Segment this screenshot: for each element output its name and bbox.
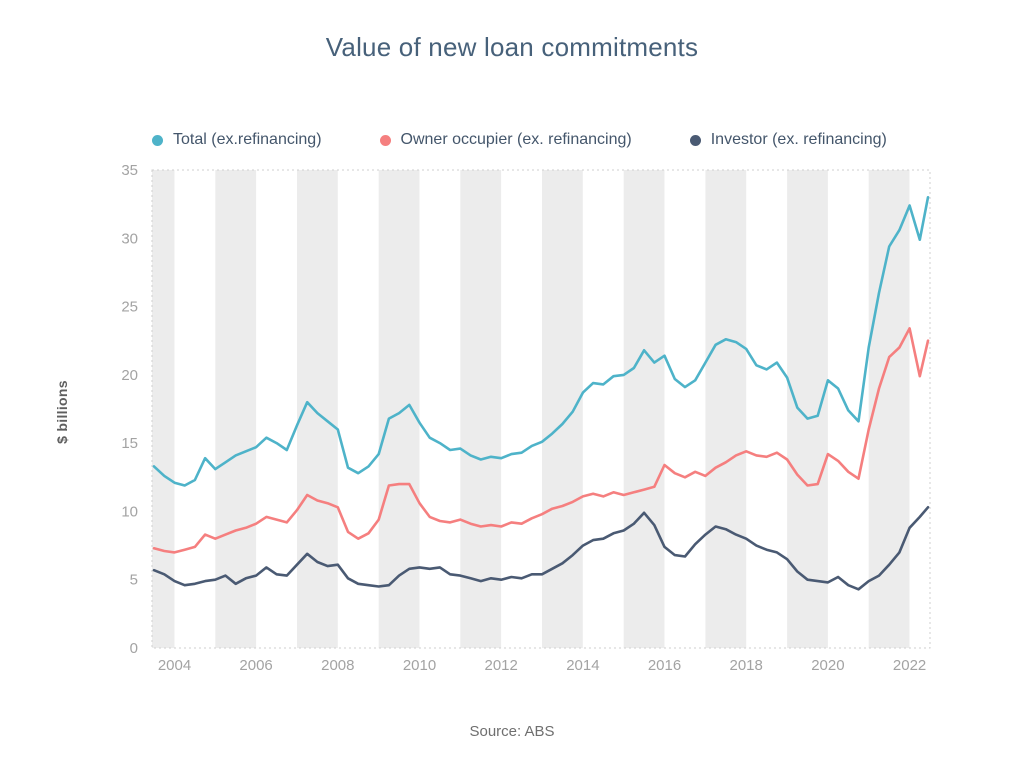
x-axis-ticks: 2004 2006 2008 2010 2012 2014 2016 2018 2020 2022 — [158, 657, 926, 674]
x-tick-label: 2012 — [485, 657, 518, 674]
x-tick-label: 2006 — [239, 657, 272, 674]
year-band — [623, 170, 665, 648]
y-tick-label: 20 — [121, 367, 138, 384]
x-tick-label: 2010 — [403, 657, 436, 674]
y-tick-label: 0 — [130, 640, 138, 657]
chart-title: Value of new loan commitments — [325, 32, 699, 62]
x-tick-label: 2018 — [730, 657, 763, 674]
legend-dot-total — [152, 134, 163, 146]
year-band — [460, 170, 502, 648]
year-band — [152, 170, 175, 648]
y-tick-label: 10 — [121, 503, 138, 520]
plot-border — [151, 169, 931, 649]
x-tick-label: 2014 — [566, 657, 599, 674]
legend-item-investor[interactable]: Investor (ex. refinancing) — [689, 131, 887, 149]
y-axis-ticks: 0 5 10 15 20 25 30 35 — [121, 162, 138, 657]
x-tick-label: 2008 — [321, 657, 354, 674]
y-tick-label: 25 — [121, 299, 138, 316]
legend-item-owner-occupier[interactable]: Owner occupier (ex. refinancing) — [379, 131, 632, 149]
y-tick-label: 15 — [121, 435, 138, 452]
legend-label-investor: Investor (ex. refinancing) — [710, 131, 887, 148]
source-caption: Source: ABS — [469, 723, 555, 740]
series-line-owner-occupier — [152, 327, 930, 554]
series-line-total — [152, 196, 930, 487]
year-band — [787, 170, 828, 648]
legend-item-total[interactable]: Total (ex.refinancing) — [152, 131, 322, 149]
x-tick-label: 2020 — [811, 657, 844, 674]
legend: Total (ex.refinancing) Owner occupier (ex… — [152, 131, 932, 149]
y-tick-label: 35 — [121, 162, 138, 179]
year-bands — [152, 170, 910, 648]
series-line-investor — [152, 505, 930, 591]
year-band — [215, 170, 257, 648]
year-band — [542, 170, 583, 648]
y-tick-label: 5 — [130, 572, 138, 589]
year-band — [705, 170, 747, 648]
legend-label-owner-occupier: Owner occupier (ex. refinancing) — [400, 131, 632, 148]
x-tick-label: 2022 — [893, 657, 926, 674]
legend-label-total: Total (ex.refinancing) — [173, 131, 322, 148]
legend-dot-owner-occupier — [379, 134, 391, 146]
legend-dot-investor — [689, 134, 701, 146]
x-tick-label: 2004 — [158, 657, 191, 674]
x-tick-label: 2016 — [648, 657, 681, 674]
y-tick-label: 30 — [121, 230, 138, 247]
y-axis-label: $ billions — [54, 380, 70, 444]
